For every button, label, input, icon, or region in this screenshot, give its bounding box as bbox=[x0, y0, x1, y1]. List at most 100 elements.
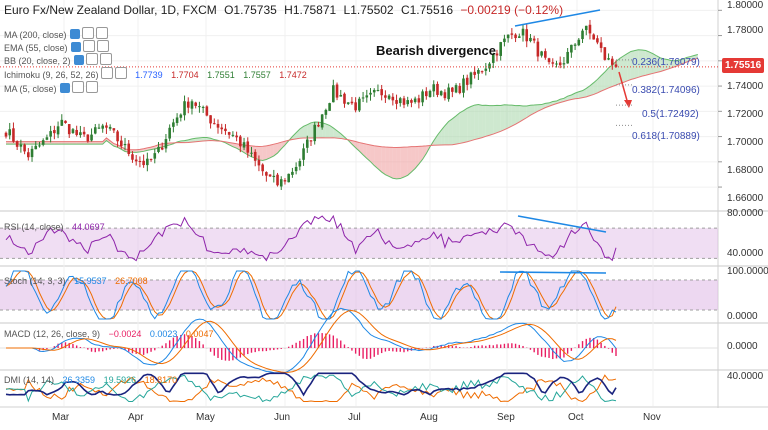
candle-body bbox=[242, 142, 246, 148]
eye-icon[interactable] bbox=[59, 83, 70, 93]
ichimoku-cloud-segment bbox=[508, 105, 512, 128]
dmi-adx-line bbox=[5, 372, 617, 397]
candle-body bbox=[186, 101, 190, 108]
macd-label: MACD (12, 26, close, 9) bbox=[4, 329, 101, 339]
bearish-divergence-stoch-line bbox=[499, 271, 607, 274]
dmi-legend[interactable]: DMI (14, 14) 26.3359 19.5926 18.8170 bbox=[4, 375, 177, 385]
macd-legend[interactable]: MACD (12, 26, close, 9) −0.0024 0.0023 0… bbox=[4, 329, 213, 339]
candle-body bbox=[246, 141, 250, 153]
candle-body bbox=[56, 126, 60, 135]
candle-body bbox=[514, 34, 517, 39]
candle-body bbox=[521, 28, 525, 36]
ichimoku-cloud-segment bbox=[578, 90, 583, 99]
ichimoku-cloud-segment bbox=[452, 115, 457, 145]
settings-icon[interactable] bbox=[85, 53, 98, 65]
candle-body bbox=[517, 36, 521, 38]
rsi-label: RSI (14, close) bbox=[4, 222, 64, 232]
ichimoku-cloud-segment bbox=[608, 64, 613, 88]
overlay-ma200[interactable]: MA (200, close) bbox=[4, 27, 108, 40]
candle-body bbox=[358, 98, 361, 111]
candle-body bbox=[209, 115, 212, 124]
candle-body bbox=[566, 51, 569, 64]
candle-body bbox=[30, 148, 34, 158]
close-icon[interactable] bbox=[96, 40, 109, 52]
candle-body bbox=[469, 72, 473, 85]
eye-icon[interactable] bbox=[100, 67, 113, 79]
settings-icon[interactable] bbox=[82, 40, 95, 52]
overlay-ichimoku[interactable]: Ichimoku (9, 26, 52, 26) 1.7739 1.7704 1… bbox=[4, 67, 307, 80]
candle-body bbox=[90, 134, 93, 141]
ichimoku-cloud-segment bbox=[396, 147, 401, 179]
ichimoku-cloud-segment bbox=[329, 125, 334, 138]
candle-body bbox=[216, 123, 220, 128]
ichimoku-cloud-segment bbox=[526, 105, 531, 118]
ichimoku-cloud-segment bbox=[91, 141, 96, 145]
ichimoku-cloud-segment bbox=[363, 143, 367, 159]
candle-body bbox=[313, 124, 317, 142]
ichimoku-cloud-segment bbox=[69, 141, 73, 145]
ichimoku-cloud-segment bbox=[496, 105, 501, 133]
candle-body bbox=[525, 29, 529, 42]
overlay-ma5[interactable]: MA (5, close) bbox=[4, 81, 98, 94]
eye-icon[interactable] bbox=[73, 55, 84, 65]
ichimoku-cloud-segment bbox=[656, 55, 661, 73]
ichimoku-cloud-segment bbox=[597, 75, 602, 93]
settings-icon[interactable] bbox=[81, 27, 94, 39]
close-icon[interactable] bbox=[85, 81, 98, 93]
change-value: −0.00219 (−0.12%) bbox=[460, 3, 564, 17]
candle-body bbox=[27, 152, 30, 158]
ichimoku-cloud-segment bbox=[273, 143, 278, 156]
candle-body bbox=[499, 42, 502, 56]
ichimoku-cloud-segment bbox=[381, 146, 386, 175]
overlay-ema55[interactable]: EMA (55, close) bbox=[4, 40, 109, 53]
ichimoku-cloud-segment bbox=[385, 147, 390, 177]
ichimoku-cloud-segment bbox=[523, 105, 527, 120]
ichimoku-cloud-segment bbox=[616, 58, 620, 86]
ichimoku-cloud-segment bbox=[664, 59, 669, 71]
x-axis-label: Jul bbox=[348, 412, 361, 423]
candle-body bbox=[551, 62, 555, 64]
ichimoku-cloud-segment bbox=[623, 53, 628, 83]
fib-0236-label: 0.236(1.76079) bbox=[632, 57, 700, 68]
candle-body bbox=[558, 62, 562, 66]
eye-icon[interactable] bbox=[70, 42, 81, 52]
candle-body bbox=[402, 98, 406, 105]
close-icon[interactable] bbox=[99, 53, 112, 65]
price-axis-label: 1.72000 bbox=[727, 109, 764, 120]
settings-icon[interactable] bbox=[114, 67, 127, 79]
candle-body bbox=[235, 135, 238, 138]
ichimoku-cloud-segment bbox=[645, 50, 650, 76]
ichimoku-cloud-segment bbox=[474, 104, 479, 140]
close-icon[interactable] bbox=[95, 27, 108, 39]
ichimoku-cloud-segment bbox=[87, 141, 92, 145]
candle-body bbox=[157, 146, 160, 152]
candle-body bbox=[413, 98, 417, 103]
candle-body bbox=[436, 83, 439, 95]
ichimoku-cloud-segment bbox=[459, 110, 464, 144]
ichimoku-cloud-segment bbox=[400, 147, 404, 179]
ichimoku-cloud-segment bbox=[582, 88, 587, 98]
ichimoku-cloud-segment bbox=[489, 105, 494, 136]
settings-icon[interactable] bbox=[71, 81, 84, 93]
overlay-bb[interactable]: BB (20, close, 2) bbox=[4, 53, 112, 66]
candle-body bbox=[38, 145, 41, 147]
dmi-axis-label: 40.0000 bbox=[727, 371, 764, 382]
candle-body bbox=[250, 152, 253, 154]
rsi-legend[interactable]: RSI (14, close) 44.0697 bbox=[4, 222, 105, 232]
eye-icon[interactable] bbox=[69, 29, 80, 39]
ichimoku-cloud-segment bbox=[351, 140, 356, 148]
candle-body bbox=[276, 174, 279, 186]
ichimoku-cloud-segment bbox=[433, 135, 438, 146]
candle-body bbox=[146, 158, 149, 166]
candle-body bbox=[361, 97, 365, 99]
ichimoku-cloud-segment bbox=[377, 146, 382, 173]
price-axis-label: 1.80000 bbox=[727, 0, 764, 11]
rsi-axis-label: 40.0000 bbox=[727, 248, 764, 259]
ichimoku-cloud-segment bbox=[441, 125, 445, 146]
ichimoku-cloud-segment bbox=[24, 141, 29, 145]
stoch-legend[interactable]: Stoch (14, 3, 3) 15.9537 26.7008 bbox=[4, 276, 148, 286]
candle-body bbox=[480, 71, 484, 73]
candle-body bbox=[283, 180, 287, 182]
candle-body bbox=[614, 64, 618, 67]
